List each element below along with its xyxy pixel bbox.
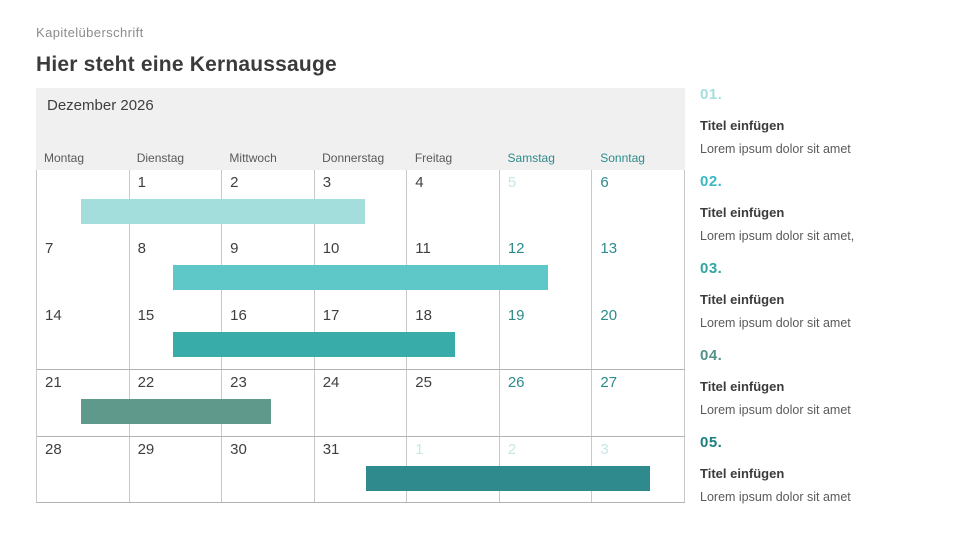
item-body: Lorem ipsum dolor sit amet, (700, 229, 855, 243)
day-cell: 24 (315, 370, 408, 436)
item-number: 01. (700, 86, 723, 103)
item-body: Lorem ipsum dolor sit amet (700, 142, 851, 156)
timeline-bar (80, 399, 272, 425)
sidebar-item: 05. Titel einfügen Lorem ipsum dolor sit a… (700, 434, 925, 504)
sidebar-item: 04. Titel einfügen Lorem ipsum dolor sit a… (700, 347, 925, 417)
item-number: 05. (700, 434, 723, 451)
item-title: Titel einfügen (700, 292, 785, 307)
day-cell: 27 (592, 370, 685, 436)
day-cell: 29 (130, 436, 223, 502)
day-cell: 13 (592, 236, 685, 303)
weekday-header: Samstag (507, 151, 555, 165)
day-cell: 7 (37, 236, 130, 303)
day-cell: 12 (500, 236, 593, 303)
weekday-header: Mittwoch (229, 151, 277, 165)
day-cell: 23 (222, 370, 315, 436)
day-cell: 18 (407, 302, 500, 370)
day-cell: 19 (500, 302, 593, 370)
item-title: Titel einfügen (700, 118, 785, 133)
day-cell: 30 (222, 436, 315, 502)
item-number: 04. (700, 347, 723, 364)
day-cell: 20 (592, 302, 685, 370)
sidebar-item: 02. Titel einfügen Lorem ipsum dolor sit a… (700, 173, 925, 243)
weekday-header: Freitag (414, 151, 453, 165)
week-row: 14 15 16 17 18 19 20 (37, 302, 685, 370)
weekday-header: Montag (44, 151, 85, 165)
sidebar-item: 01. Titel einfügen Lorem ipsum dolor sit a… (700, 86, 925, 156)
day-cell: 25 (407, 370, 500, 436)
day-cell: 14 (37, 302, 130, 370)
month-title: Dezember 2026 (47, 97, 154, 114)
day-cell: 3 (315, 170, 408, 237)
week-row: 21 22 23 24 25 26 27 (37, 369, 685, 436)
timeline-bar (365, 465, 650, 491)
item-body: Lorem ipsum dolor sit amet (700, 316, 851, 330)
day-cell: 28 (37, 436, 130, 502)
week-row: 7 8 9 10 11 12 13 (37, 236, 685, 303)
weekday-header: Sonntag (600, 151, 645, 165)
item-title: Titel einfügen (700, 205, 785, 220)
calendar-header: Dezember 2026 Montag Dienstag Mittwoch Donn… (36, 88, 685, 170)
item-title: Titel einfügen (700, 466, 785, 481)
legend-sidebar: 01. Titel einfügen Lorem ipsum dolor sit a… (700, 86, 925, 521)
timeline-bar (173, 265, 548, 291)
weekday-header: Donnerstag (322, 151, 385, 165)
chapter-eyebrow: Kapitelüberschrift (36, 25, 144, 40)
timeline-bar (173, 331, 456, 357)
weekday-header: Dienstag (136, 151, 185, 165)
day-cell: 4 (407, 170, 500, 237)
day-cell: 3 (592, 436, 685, 502)
item-number: 03. (700, 260, 723, 277)
weekday-header-row: Montag Dienstag Mittwoch Donnerstag Freitag S… (36, 151, 685, 165)
item-title: Titel einfügen (700, 379, 785, 394)
item-number: 02. (700, 173, 723, 190)
calendar: Dezember 2026 Montag Dienstag Mittwoch Donn… (36, 88, 685, 503)
item-body: Lorem ipsum dolor sit amet (700, 403, 851, 417)
day-cell: 26 (500, 370, 593, 436)
timeline-bar (80, 199, 365, 224)
item-body: Lorem ipsum dolor sit amet (700, 490, 851, 504)
sidebar-item: 03. Titel einfügen Lorem ipsum dolor sit a… (700, 260, 925, 330)
day-cell: 5 (500, 170, 593, 237)
calendar-grid: 1 2 3 4 5 6 7 8 9 10 11 12 13 14 15 16 17 18 19 20 21 22 23 24 2… (36, 170, 685, 503)
day-cell: 6 (592, 170, 685, 237)
page-title: Hier steht eine Kernaussauge (36, 53, 337, 76)
week-row: 28 29 30 31 1 2 3 (37, 435, 685, 502)
